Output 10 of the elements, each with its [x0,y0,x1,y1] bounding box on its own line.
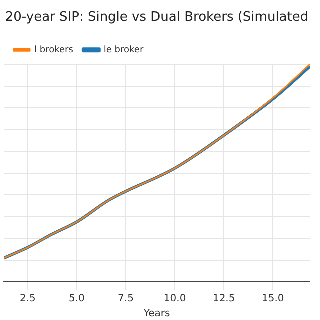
x-tick-label: 10.0 [164,294,186,305]
x-tick-label: 7.5 [118,294,134,305]
chart-title: 20-year SIP: Single vs Dual Brokers (Simulated [5,10,309,26]
x-tick-label: 5.0 [69,294,85,305]
x-tick-label: 2.5 [20,294,36,305]
legend-label: l brokers [34,45,74,56]
x-tick-label: 15.0 [262,294,284,305]
x-tick-label: 12.5 [212,294,236,305]
x-axis-title: Years [142,308,170,320]
legend-label: le broker [104,45,144,56]
